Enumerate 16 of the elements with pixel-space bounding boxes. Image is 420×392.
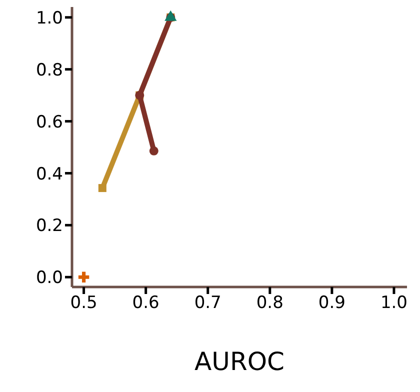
x-tick-label: 0.9	[318, 293, 346, 314]
x-tick-label: 0.8	[256, 293, 284, 314]
point	[98, 184, 106, 192]
y-tick-label: 0.8	[36, 60, 63, 80]
x-tick-label: 0.7	[194, 293, 222, 314]
x-tick-label: 1.0	[380, 293, 408, 314]
y-tick-label: 0.2	[36, 216, 63, 236]
point	[78, 272, 90, 282]
point	[149, 146, 158, 156]
y-tick-label: 0.4	[36, 164, 63, 184]
y-tick-label: 0.0	[36, 268, 63, 288]
x-axis-title: AUROC	[194, 347, 284, 376]
x-tick-label: 0.6	[132, 293, 160, 314]
x-tick-label: 0.5	[70, 293, 98, 314]
y-tick-label: 0.6	[36, 112, 63, 132]
y-tick-label: 1.0	[36, 8, 63, 28]
